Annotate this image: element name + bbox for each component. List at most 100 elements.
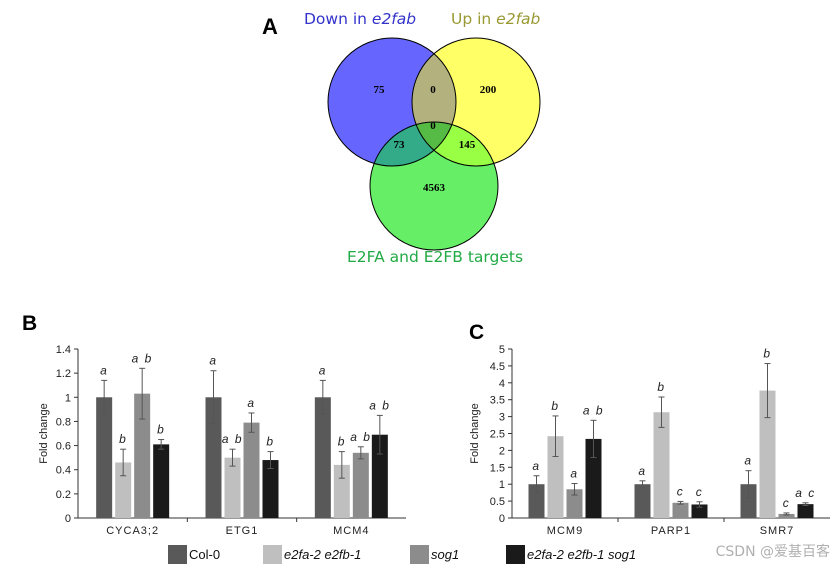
bar-e2fa-2-e2fb-1-sog1-mcm4 (371, 434, 388, 518)
venn-label-targets: E2FA and E2FB targets (347, 248, 523, 266)
significance-letter: a (209, 354, 217, 368)
y-tick-label: 0.5 (490, 496, 505, 508)
x-tick-label: SMR7 (760, 525, 795, 537)
y-tick-label: 2 (499, 445, 505, 457)
significance-letter: b (763, 347, 771, 361)
significance-letter: c (677, 484, 685, 498)
y-tick-label: 0 (499, 513, 505, 525)
significance-letter: a c (795, 486, 816, 500)
bar-e2fa-2-e2fb-1-etg1 (224, 457, 241, 518)
y-tick-label: 0.4 (56, 465, 71, 477)
significance-letter: a b (350, 430, 371, 444)
venn-count-all-three: 0 (430, 120, 436, 132)
venn-count-down-targets: 73 (394, 139, 406, 151)
legend-swatch-2 (410, 545, 429, 564)
significance-letter: a (319, 363, 327, 377)
venn-overlap-down-targets (370, 122, 456, 166)
y-tick-label: 0.8 (56, 416, 71, 428)
significance-letter: a (532, 459, 540, 473)
bar-sog1-mcm9 (566, 489, 583, 518)
panel-b-letter: B (22, 312, 37, 335)
bar-e2fa-2-e2fb-1-sog1-etg1 (262, 460, 279, 518)
significance-letter: a (570, 467, 578, 481)
bar-e2fa-2-e2fb-1-sog1-mcm9 (585, 438, 602, 518)
venn-count-up-only: 200 (480, 84, 497, 96)
venn-count-targets-only: 4563 (423, 182, 446, 194)
legend-swatch-0 (168, 545, 187, 564)
significance-letter: a b (222, 432, 243, 446)
watermark: CSDN @爱基百客 (716, 543, 830, 560)
y-axis-label: Fold change (38, 403, 50, 464)
y-tick-label: 0.6 (56, 441, 71, 453)
y-tick-label: 1 (65, 392, 71, 404)
legend-label-2: sog1 (431, 547, 459, 562)
venn-diagram: A Down in e2fab Up in e2fab 75 0 200 0 7… (262, 10, 541, 266)
y-axis-label: Fold change (469, 403, 481, 464)
bar-col-0-parp1 (634, 484, 651, 518)
x-tick-label: MCM4 (333, 525, 369, 537)
bar-col-0-etg1 (205, 397, 222, 518)
legend-label-3: e2fa-2 e2fb-1 sog1 (527, 547, 636, 562)
y-tick-label: 1.5 (490, 462, 505, 474)
significance-letter: c (696, 485, 704, 499)
bar-e2fa-2-e2fb-1-sog1-cyca32 (153, 444, 170, 518)
panel-a-letter: A (262, 14, 278, 39)
significance-letter: b (266, 435, 274, 449)
bar-e2fa-2-e2fb-1-sog1-smr7 (797, 504, 814, 518)
legend: Col-0 e2fa-2 e2fb-1 sog1 e2fa-2 e2fb-1 sog1 (168, 545, 636, 564)
bar-col-0-mcm4 (314, 397, 331, 518)
significance-letter: b (551, 399, 559, 413)
significance-letter: b (119, 432, 127, 446)
venn-label-up: Up in e2fab (451, 10, 541, 28)
y-tick-label: 1.4 (56, 344, 71, 356)
significance-letter: a b (369, 398, 390, 412)
bar-chart-b: B 0 0.2 0.4 0.6 0.8 1 1.2 1.4 Fold change CYCA3;2… (22, 312, 406, 537)
bar-e2fa-2-e2fb-1-sog1-parp1 (691, 504, 708, 518)
venn-count-down-only: 75 (374, 84, 386, 96)
significance-letter: b (157, 423, 165, 437)
bar-e2fa-2-e2fb-1-parp1 (653, 412, 670, 518)
bar-sog1-mcm4 (352, 452, 369, 518)
x-tick-label: PARP1 (651, 525, 691, 537)
significance-letter: c (783, 496, 791, 510)
significance-letter: a b (583, 403, 604, 417)
y-tick-label: 3.5 (490, 395, 505, 407)
y-tick-label: 5 (499, 344, 505, 356)
bar-e2fa-2-e2fb-1-smr7 (759, 390, 776, 518)
bar-e2fa-2-e2fb-1-mcm9 (547, 436, 564, 518)
legend-swatch-1 (263, 545, 282, 564)
y-tick-label: 4.5 (490, 361, 505, 373)
legend-label-0: Col-0 (189, 547, 220, 562)
y-tick-label: 0 (65, 513, 71, 525)
x-tick-label: MCM9 (547, 525, 583, 537)
bar-e2fa-2-e2fb-1-mcm4 (333, 464, 350, 518)
significance-letter: a (247, 396, 255, 410)
significance-letter: a (744, 454, 752, 468)
bar-col-0-mcm9 (528, 484, 545, 518)
y-tick-label: 0.2 (56, 489, 71, 501)
bar-sog1-parp1 (672, 502, 689, 518)
venn-count-down-up: 0 (430, 84, 436, 96)
venn-label-down: Down in e2fab (304, 10, 416, 28)
y-tick-label: 4 (499, 378, 505, 390)
significance-letter: b (657, 380, 665, 394)
y-tick-label: 1.2 (56, 368, 71, 380)
y-tick-label: 3 (499, 412, 505, 424)
y-tick-label: 1 (499, 479, 505, 491)
x-tick-label: ETG1 (226, 525, 259, 537)
bar-col-0-smr7 (740, 484, 757, 518)
significance-letter: b (338, 435, 346, 449)
significance-letter: a (100, 363, 108, 377)
legend-swatch-3 (506, 545, 525, 564)
venn-overlap-up-targets (412, 122, 498, 166)
bar-sog1-cyca32 (134, 393, 151, 518)
bar-chart-c: C 0 0.5 1 1.5 2 2.5 3 3.5 4 4.5 5 Fold change MCM9 a b… (469, 321, 830, 537)
y-tick-label: 2.5 (490, 429, 505, 441)
bar-sog1-smr7 (778, 513, 795, 518)
significance-letter: a b (132, 351, 153, 365)
x-tick-label: CYCA3;2 (106, 525, 159, 537)
legend-label-1: e2fa-2 e2fb-1 (284, 547, 361, 562)
panel-c-letter: C (469, 321, 484, 344)
bar-sog1-etg1 (243, 422, 260, 518)
